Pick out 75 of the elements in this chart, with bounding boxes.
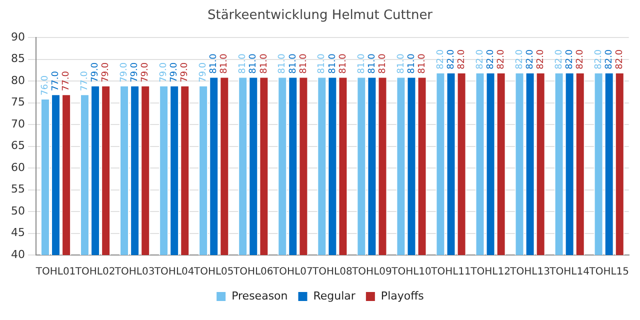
y-tick-label: 45 bbox=[10, 226, 25, 240]
y-tick-label: 85 bbox=[10, 52, 25, 66]
data-label: 81.0 bbox=[288, 53, 298, 74]
data-label: 82.0 bbox=[486, 49, 496, 70]
chart-title: Stärkeentwicklung Helmut Cuttner bbox=[207, 8, 434, 24]
y-tick-label: 50 bbox=[10, 204, 25, 218]
data-label: 82.0 bbox=[496, 49, 506, 70]
x-tick-label: TOHL04 bbox=[153, 266, 194, 278]
data-label: 82.0 bbox=[564, 49, 575, 70]
data-label: 79.0 bbox=[159, 62, 170, 82]
data-label: 81.0 bbox=[356, 53, 367, 74]
y-tick-label: 40 bbox=[10, 248, 25, 261]
x-tick-label: TOHL15 bbox=[588, 266, 629, 278]
data-label: 82.0 bbox=[514, 49, 525, 70]
data-label: 77.0 bbox=[62, 70, 72, 92]
data-label: 81.0 bbox=[317, 53, 328, 74]
data-label: 81.0 bbox=[220, 53, 230, 74]
data-label: 81.0 bbox=[406, 53, 417, 74]
data-label: 81.0 bbox=[238, 53, 248, 74]
x-tick-label: TOHL10 bbox=[390, 266, 432, 278]
data-label: 82.0 bbox=[475, 49, 486, 70]
data-label: 82.0 bbox=[456, 49, 467, 70]
legend-label: Preseason bbox=[232, 289, 288, 302]
data-label: 81.0 bbox=[367, 53, 378, 74]
x-tick-label: TOHL06 bbox=[232, 266, 274, 278]
x-tick-label: TOHL14 bbox=[548, 266, 590, 278]
data-label: 82.0 bbox=[594, 49, 604, 70]
y-tick-label: 55 bbox=[10, 182, 25, 196]
x-tick-label: TOHL09 bbox=[351, 266, 392, 278]
x-tick-label: TOHL07 bbox=[272, 266, 313, 278]
data-label: 81.0 bbox=[278, 53, 288, 74]
data-label: 81.0 bbox=[338, 53, 348, 74]
y-tick-label: 70 bbox=[10, 117, 25, 130]
x-tick-label: TOHL01 bbox=[34, 266, 76, 278]
data-label: 77.0 bbox=[51, 70, 62, 92]
data-label: 77.0 bbox=[80, 70, 90, 92]
data-label: 79.0 bbox=[198, 62, 209, 82]
data-label: 82.0 bbox=[604, 49, 614, 70]
y-tick-label: 65 bbox=[10, 139, 25, 152]
data-label: 81.0 bbox=[259, 53, 270, 74]
data-label: 79.0 bbox=[130, 62, 140, 82]
data-label: 79.0 bbox=[120, 62, 130, 82]
y-tick-label: 75 bbox=[10, 96, 25, 109]
data-label: 79.0 bbox=[101, 62, 112, 82]
data-label: 81.0 bbox=[378, 53, 388, 74]
data-label: 81.0 bbox=[396, 53, 406, 74]
y-tick-label: 90 bbox=[10, 30, 25, 44]
data-label: 81.0 bbox=[298, 53, 309, 74]
x-tick-label: TOHL08 bbox=[312, 266, 352, 278]
x-tick-label: TOHL03 bbox=[114, 266, 155, 278]
y-tick-label: 80 bbox=[10, 74, 25, 87]
x-tick-label: TOHL11 bbox=[430, 266, 471, 278]
y-tick-label: 60 bbox=[10, 160, 25, 174]
data-label: 79.0 bbox=[90, 62, 101, 82]
data-label: 82.0 bbox=[554, 49, 564, 70]
data-label: 81.0 bbox=[328, 53, 338, 74]
x-tick-label: TOHL13 bbox=[509, 266, 550, 278]
x-tick-label: TOHL02 bbox=[74, 266, 116, 278]
data-label: 82.0 bbox=[614, 49, 625, 70]
data-label: 81.0 bbox=[417, 53, 428, 74]
x-tick-label: TOHL12 bbox=[470, 266, 510, 278]
data-label: 79.0 bbox=[180, 62, 190, 82]
data-label: 82.0 bbox=[525, 49, 536, 70]
x-tick-label: TOHL05 bbox=[192, 266, 234, 278]
data-label: 79.0 bbox=[140, 62, 151, 82]
data-label: 81.0 bbox=[209, 53, 220, 74]
data-label: 76.0 bbox=[40, 75, 51, 96]
data-label: 82.0 bbox=[575, 49, 586, 70]
data-label: 81.0 bbox=[248, 53, 259, 74]
data-label: 82.0 bbox=[536, 49, 546, 70]
data-label: 82.0 bbox=[436, 49, 446, 70]
data-label: 82.0 bbox=[446, 49, 456, 70]
data-label: 79.0 bbox=[170, 62, 180, 82]
legend-label: Playoffs bbox=[380, 289, 424, 302]
legend-label: Regular bbox=[313, 289, 356, 302]
